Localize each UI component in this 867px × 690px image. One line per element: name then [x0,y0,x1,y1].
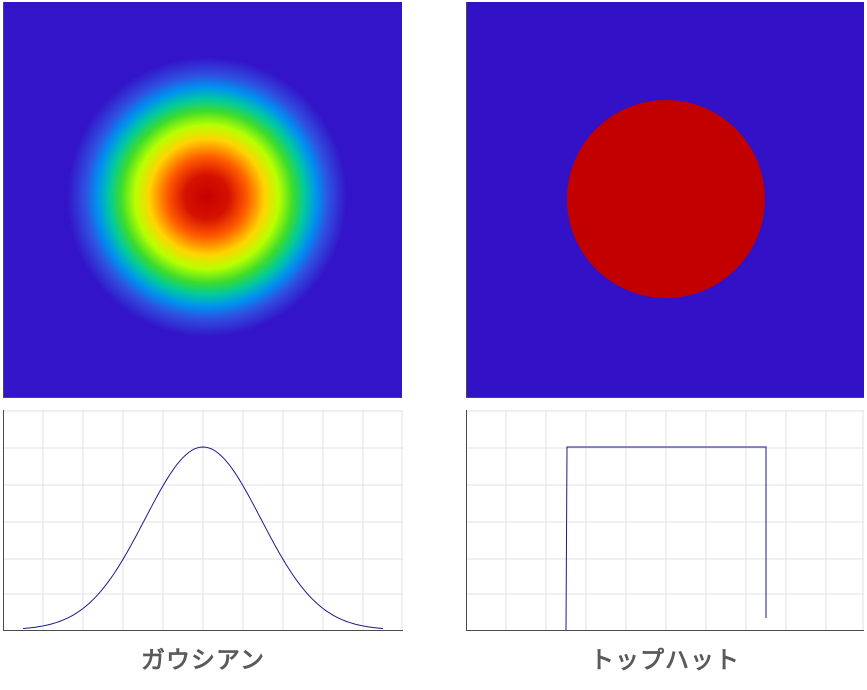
gaussian-grid [3,410,403,630]
tophat-caption: トップハット [590,646,740,674]
gaussian-caption: ガウシアン [140,646,266,674]
gaussian-curve [22,446,384,630]
gaussian-heatmap [3,2,402,398]
tophat-profile-chart [466,410,864,631]
gaussian-profile-chart [3,410,403,631]
tophat-curve [565,446,767,631]
tophat-grid [466,410,864,630]
tophat-heatmap [466,2,864,398]
tophat-disc [567,100,765,298]
